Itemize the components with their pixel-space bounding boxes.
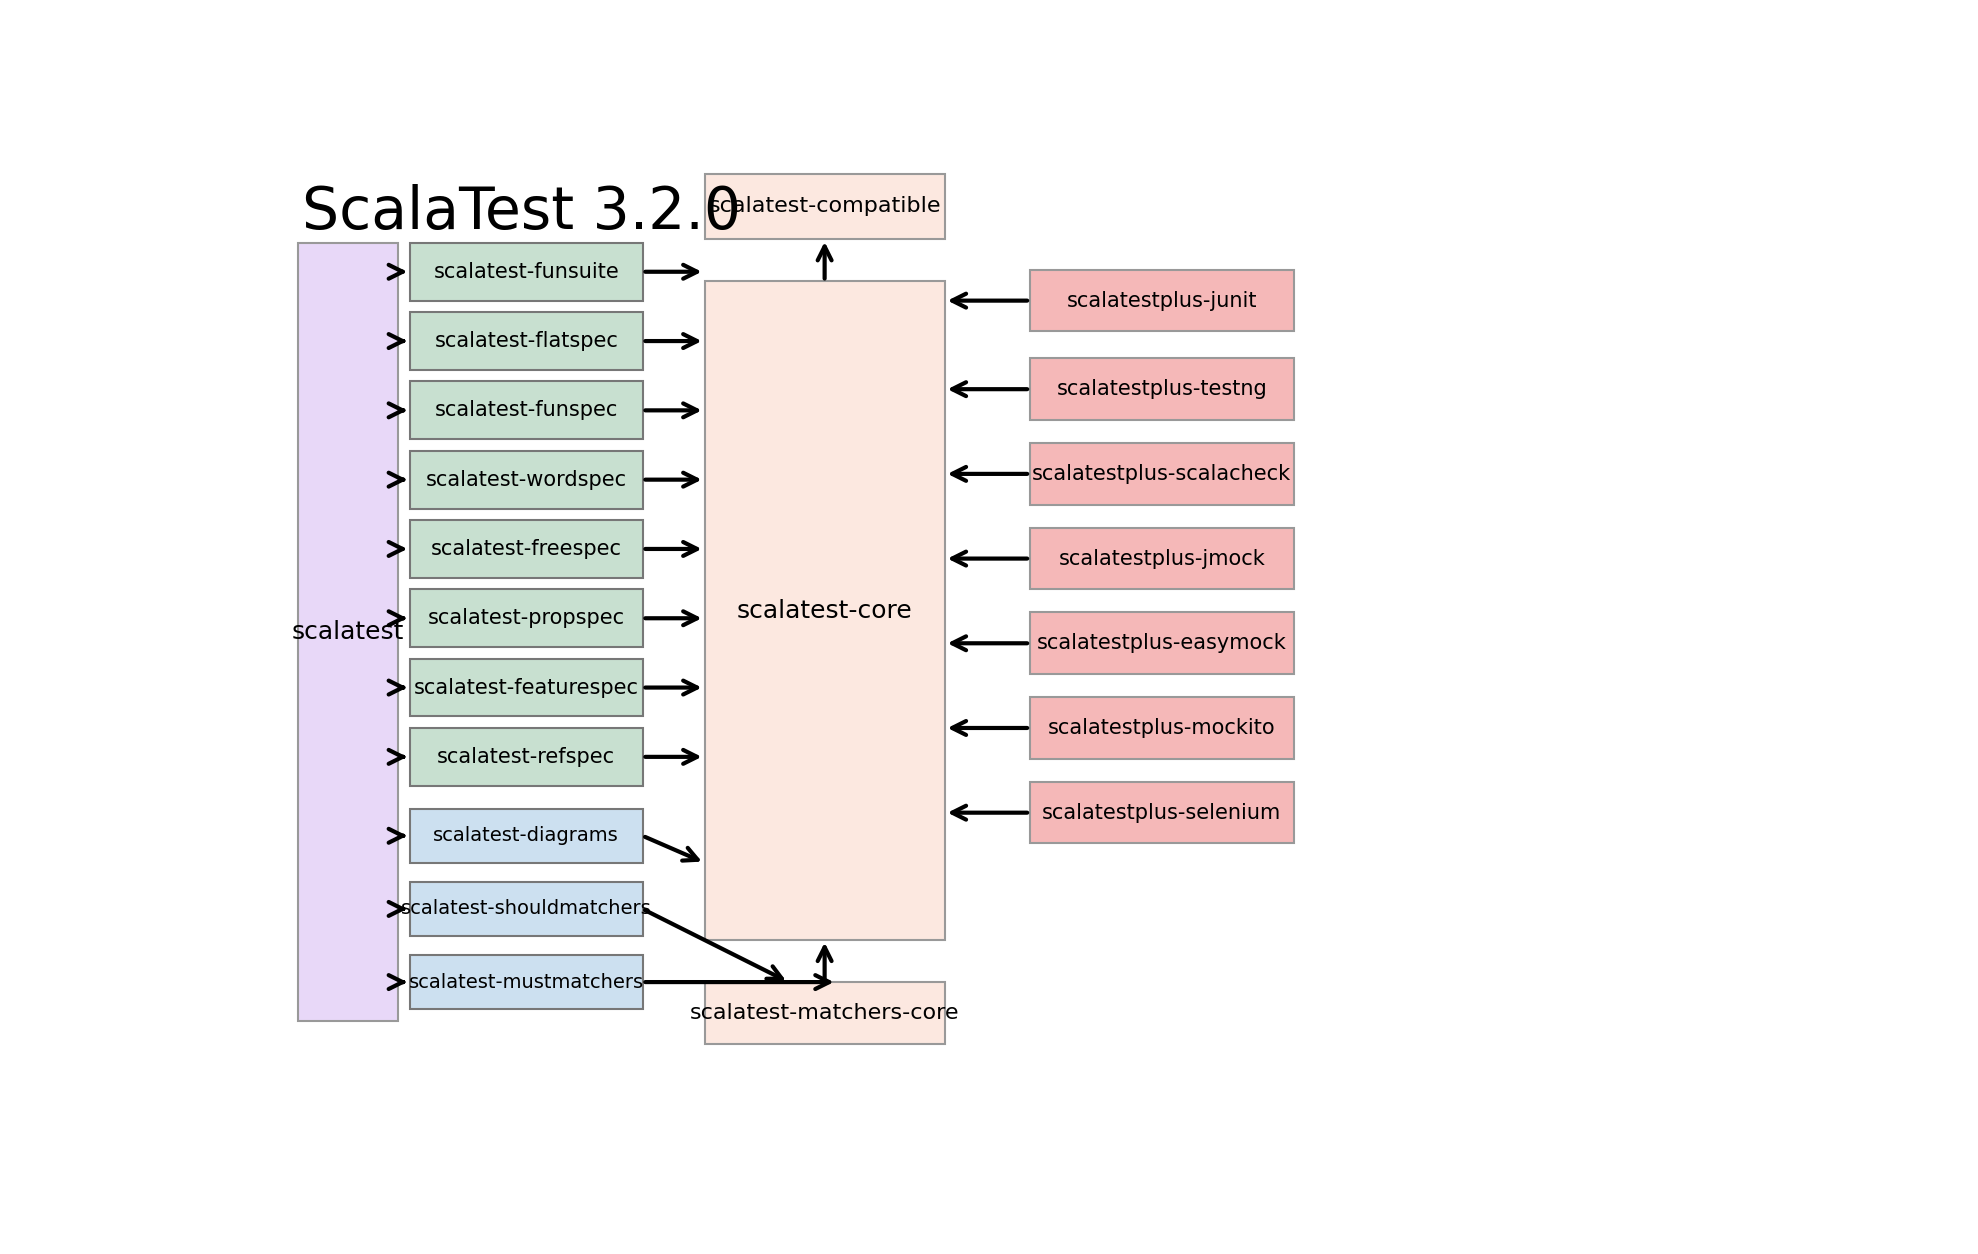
Text: scalatest-core: scalatest-core	[736, 598, 912, 622]
Bar	[297, 243, 398, 1021]
Bar	[409, 809, 643, 863]
Text: scalatest-funsuite: scalatest-funsuite	[433, 262, 619, 282]
Text: scalatest-funspec: scalatest-funspec	[435, 400, 617, 420]
Text: scalatestplus-testng: scalatestplus-testng	[1056, 379, 1268, 399]
Text: scalatest-wordspec: scalatest-wordspec	[425, 470, 627, 489]
Bar	[409, 658, 643, 716]
Bar	[409, 956, 643, 1009]
Bar	[704, 982, 945, 1043]
Text: scalatest-mustmatchers: scalatest-mustmatchers	[409, 973, 643, 992]
Text: scalatestplus-junit: scalatestplus-junit	[1066, 291, 1256, 311]
Text: scalatestplus-jmock: scalatestplus-jmock	[1058, 548, 1266, 568]
Text: scalatestplus-scalacheck: scalatestplus-scalacheck	[1033, 464, 1292, 484]
Text: scalatestplus-mockito: scalatestplus-mockito	[1048, 719, 1276, 739]
Text: scalatest: scalatest	[293, 619, 404, 643]
Bar	[704, 281, 945, 939]
Bar	[1031, 528, 1294, 589]
Bar	[1031, 270, 1294, 331]
Text: scalatestplus-easymock: scalatestplus-easymock	[1036, 633, 1286, 653]
Text: scalatest-featurespec: scalatest-featurespec	[413, 677, 639, 697]
Bar	[1031, 612, 1294, 675]
Bar	[409, 589, 643, 647]
Bar	[409, 381, 643, 439]
Text: ScalaTest 3.2.0: ScalaTest 3.2.0	[301, 183, 740, 241]
Bar	[409, 312, 643, 370]
Bar	[704, 173, 945, 240]
Bar	[1031, 359, 1294, 420]
Text: scalatest-flatspec: scalatest-flatspec	[435, 331, 619, 351]
Bar	[1031, 443, 1294, 504]
Text: scalatest-diagrams: scalatest-diagrams	[433, 826, 619, 845]
Text: scalatest-refspec: scalatest-refspec	[437, 747, 615, 767]
Text: scalatest-compatible: scalatest-compatible	[708, 197, 942, 216]
Bar	[409, 450, 643, 509]
Bar	[409, 243, 643, 301]
Bar	[409, 520, 643, 578]
Bar	[409, 882, 643, 935]
Bar	[1031, 697, 1294, 759]
Text: scalatestplus-selenium: scalatestplus-selenium	[1042, 803, 1282, 823]
Text: scalatest-propspec: scalatest-propspec	[427, 608, 625, 628]
Text: scalatest-shouldmatchers: scalatest-shouldmatchers	[402, 899, 651, 918]
Text: scalatest-matchers-core: scalatest-matchers-core	[690, 1003, 959, 1023]
Text: scalatest-freespec: scalatest-freespec	[431, 539, 621, 559]
Bar	[409, 729, 643, 786]
Bar	[1031, 782, 1294, 844]
